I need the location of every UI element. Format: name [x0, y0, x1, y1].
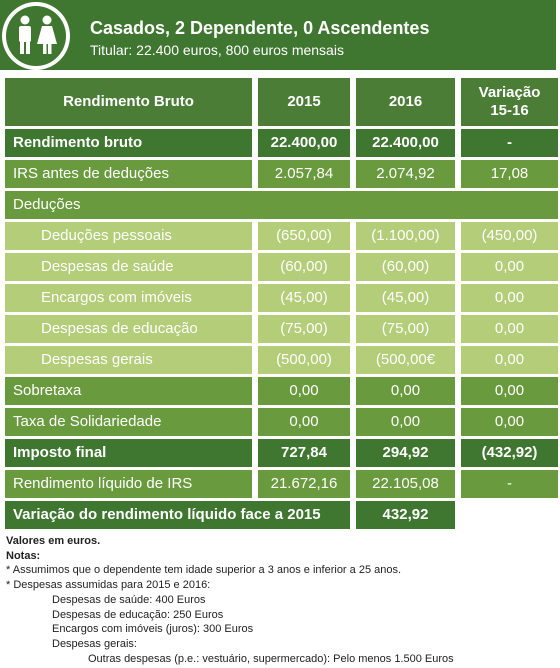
note-line: Despesas de saúde: 400 Euros [52, 593, 206, 606]
table-cell: Deduções [5, 191, 558, 219]
table-cell: Despesas de saúde [5, 253, 252, 281]
table-cell: 21.672,16 [258, 470, 350, 498]
table-cell: (45,00) [356, 284, 455, 312]
table-cell: (500,00) [258, 346, 350, 374]
note-line: * Assumimos que o dependente tem idade s… [6, 564, 402, 577]
note-line: Encargos com imóveis (juros): 300 Euros [52, 623, 254, 636]
table-cell: Taxa de Solidariedade [5, 408, 252, 436]
column-header: Rendimento Bruto [5, 78, 252, 126]
table-cell: 22.400,00 [356, 129, 455, 157]
table-cell: 2.057,84 [258, 160, 350, 188]
table-cell: 2.074,92 [356, 160, 455, 188]
column-header: Variação 15-16 [461, 78, 558, 126]
table-cell: 0,00 [461, 253, 558, 281]
table-cell: Rendimento líquido de IRS [5, 470, 252, 498]
table-cell: 0,00 [461, 284, 558, 312]
table-cell: (45,00) [258, 284, 350, 312]
table-cell: 294,92 [356, 439, 455, 467]
table-cell: Deduções pessoais [5, 222, 252, 250]
table-cell: 22.400,00 [258, 129, 350, 157]
table-cell: Despesas gerais [5, 346, 252, 374]
table-cell: (432,92) [461, 439, 558, 467]
table-cell: (1.100,00) [356, 222, 455, 250]
table-cell: 432,92 [356, 501, 455, 529]
table-cell: 0,00 [258, 377, 350, 405]
table-cell: IRS antes de deduções [5, 160, 252, 188]
table-cell: Variação do rendimento líquido face a 20… [5, 501, 350, 529]
table-cell: - [461, 470, 558, 498]
note-line: Despesas gerais: [52, 637, 137, 650]
table-cell: Encargos com imóveis [5, 284, 252, 312]
table-cell: 0,00 [461, 315, 558, 343]
table-cell: 0,00 [258, 408, 350, 436]
family-icon [2, 2, 70, 70]
table-cell: (650,00) [258, 222, 350, 250]
note-line: * Despesas assumidas para 2015 e 2016: [6, 579, 211, 592]
table-cell: (75,00) [356, 315, 455, 343]
note-line: Notas: [6, 549, 41, 562]
subtitle: Titular: 22.400 euros, 800 euros mensais [90, 42, 344, 58]
note-line: Outras despesas (p.e.: vestuário, superm… [88, 652, 454, 665]
table-cell: 22.105,08 [356, 470, 455, 498]
note-line: Valores em euros. [6, 535, 101, 547]
table-cell: 0,00 [461, 408, 558, 436]
table-cell: 727,84 [258, 439, 350, 467]
table-cell: 0,00 [461, 377, 558, 405]
table-cell: Sobretaxa [5, 377, 252, 405]
table-cell: 17,08 [461, 160, 558, 188]
column-header: 2016 [356, 78, 455, 126]
table-cell: (500,00€ [356, 346, 455, 374]
table-cell: 0,00 [356, 408, 455, 436]
table-cell: 0,00 [461, 346, 558, 374]
title: Casados, 2 Dependente, 0 Ascendentes [90, 18, 430, 38]
table-cell: Despesas de educação [5, 315, 252, 343]
table-cell: 0,00 [356, 377, 455, 405]
table-cell: (60,00) [356, 253, 455, 281]
table-cell: (450,00) [461, 222, 558, 250]
table-cell: Rendimento bruto [5, 129, 252, 157]
header-band [0, 0, 556, 70]
table-cell: (75,00) [258, 315, 350, 343]
note-line: Despesas de educação: 250 Euros [52, 608, 224, 621]
column-header: 2015 [258, 78, 350, 126]
table-cell: (60,00) [258, 253, 350, 281]
table-cell: - [461, 129, 558, 157]
table-cell: Imposto final [5, 439, 252, 467]
